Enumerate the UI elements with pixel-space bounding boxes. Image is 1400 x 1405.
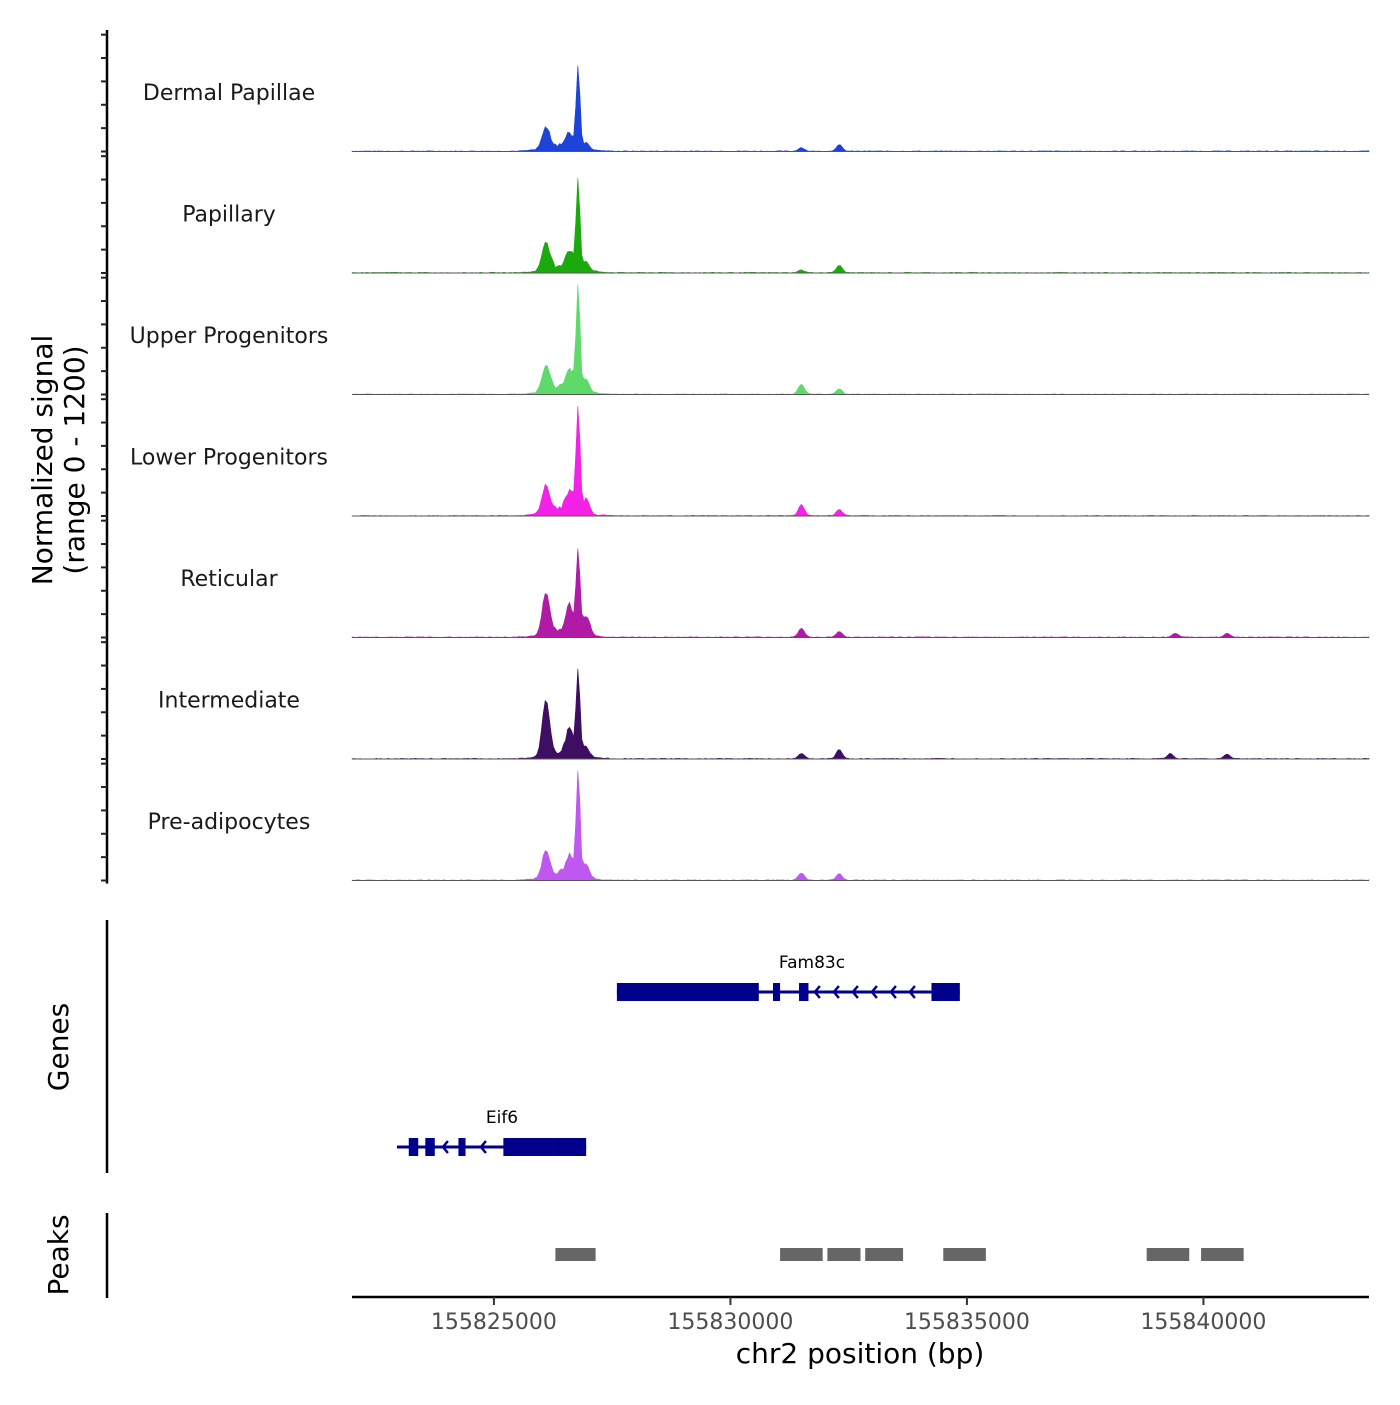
track-label: Upper Progenitors	[130, 324, 329, 349]
signal-area	[351, 284, 1370, 395]
peak-region	[1146, 1248, 1190, 1261]
track-label: Papillary	[182, 203, 276, 228]
strand-arrow	[441, 1140, 449, 1154]
strand-arrow	[870, 985, 878, 999]
x-tick-label: 155830000	[667, 1310, 793, 1335]
gene-exon	[503, 1138, 554, 1156]
signal-area	[351, 668, 1370, 760]
signal-area	[351, 178, 1370, 274]
peak-track	[555, 1248, 1244, 1261]
signal-area	[351, 770, 1370, 881]
track-lower-progenitors: Lower Progenitors	[130, 405, 1370, 517]
gene-exon	[553, 1138, 587, 1156]
gene-exon	[772, 983, 781, 1001]
y-axis-title-line2: (range 0 - 1200)	[58, 345, 91, 574]
strand-arrow	[851, 985, 859, 999]
gene-exon	[408, 1138, 419, 1156]
peaks-axis-title: Peaks	[42, 1214, 75, 1295]
track-label: Intermediate	[158, 689, 300, 714]
track-label: Lower Progenitors	[130, 446, 328, 471]
strand-arrow	[813, 985, 821, 999]
track-papillary: Papillary	[182, 178, 1370, 274]
gene-exon	[425, 1138, 435, 1156]
gene-eif6: Eif6	[396, 1108, 587, 1156]
y-axis-title-line1: Normalized signal	[26, 335, 59, 586]
x-tick-label: 155840000	[1140, 1310, 1266, 1335]
gene-track: Fam83c Eif6	[396, 953, 960, 1156]
track-dermal-papillae: Dermal Papillae	[143, 65, 1370, 152]
strand-arrow	[479, 1140, 487, 1154]
x-axis: 155825000 155830000 155835000 155840000	[431, 1297, 1266, 1335]
signal-tracks: Dermal Papillae Papillary Upper Progenitor…	[130, 65, 1370, 881]
x-axis-title: chr2 position (bp)	[736, 1337, 985, 1370]
gene-label: Fam83c	[779, 953, 845, 973]
peak-region	[1201, 1248, 1244, 1261]
peak-region	[865, 1248, 904, 1261]
peak-region	[827, 1248, 861, 1261]
gene-exon	[616, 983, 759, 1001]
x-tick-label: 155825000	[431, 1310, 557, 1335]
signal-y-axis	[101, 30, 109, 884]
gene-exon	[931, 983, 960, 1001]
peak-region	[555, 1248, 596, 1261]
genes-axis-title: Genes	[42, 1003, 75, 1091]
gene-exon	[799, 983, 809, 1001]
signal-area	[351, 548, 1370, 638]
gene-fam83c: Fam83c	[616, 953, 960, 1001]
x-tick-label: 155835000	[904, 1310, 1030, 1335]
track-intermediate: Intermediate	[158, 668, 1370, 760]
strand-arrow	[889, 985, 897, 999]
track-label: Dermal Papillae	[143, 81, 315, 106]
track-reticular: Reticular	[180, 548, 1370, 638]
peak-region	[943, 1248, 986, 1261]
signal-area	[351, 65, 1370, 152]
strand-arrow	[832, 985, 840, 999]
track-label: Pre-adipocytes	[148, 810, 311, 835]
gene-exon	[458, 1138, 466, 1156]
signal-area	[351, 405, 1370, 517]
track-label: Reticular	[180, 567, 278, 592]
strand-arrow	[908, 985, 916, 999]
peak-region	[780, 1248, 823, 1261]
track-pre-adipocytes: Pre-adipocytes	[148, 770, 1370, 881]
track-upper-progenitors: Upper Progenitors	[130, 284, 1370, 395]
gene-label: Eif6	[486, 1108, 518, 1128]
